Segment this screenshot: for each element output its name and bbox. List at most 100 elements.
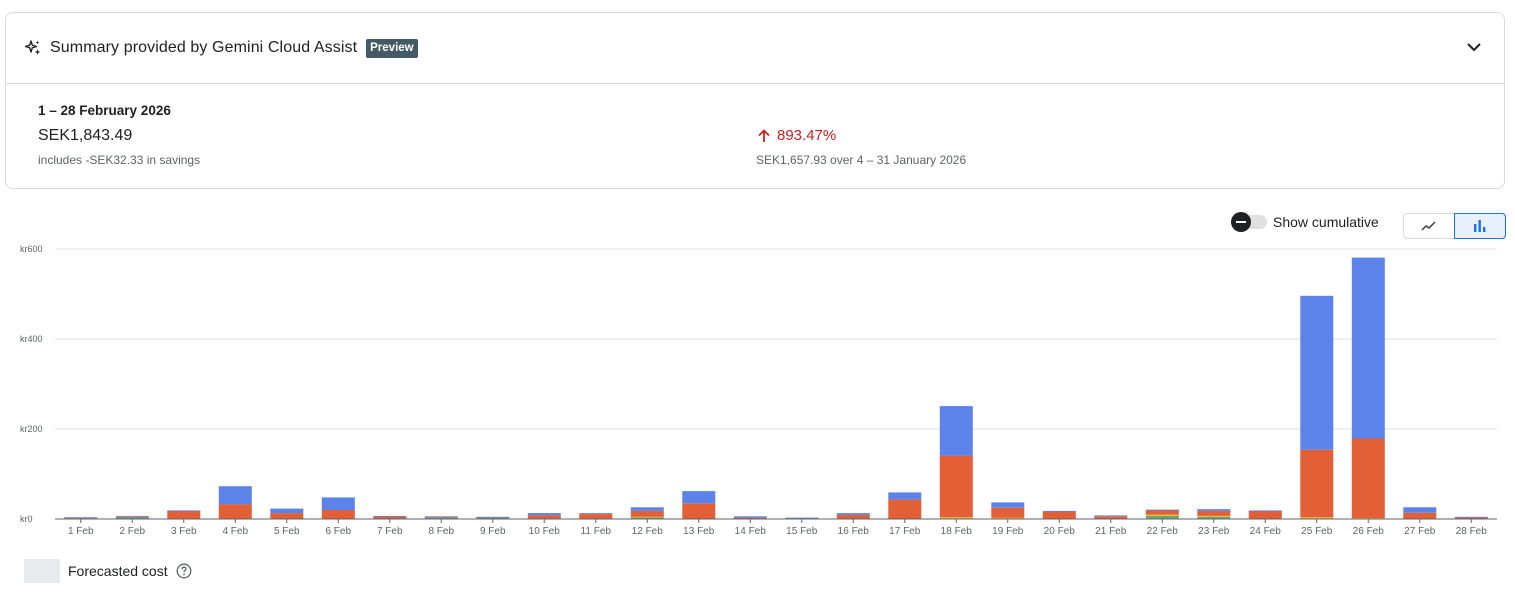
x-tick-label: 10 Feb xyxy=(529,526,561,537)
x-tick-label: 25 Feb xyxy=(1301,526,1333,537)
bar-segment[interactable] xyxy=(1454,516,1488,518)
bar-segment[interactable] xyxy=(424,517,458,519)
bar-segment[interactable] xyxy=(270,513,304,519)
bar-segment[interactable] xyxy=(476,516,510,518)
bar-segment[interactable] xyxy=(682,503,716,519)
bar-segment[interactable] xyxy=(682,491,716,504)
bar-segment[interactable] xyxy=(579,513,613,514)
x-tick-label: 8 Feb xyxy=(428,526,454,537)
bar-segment[interactable] xyxy=(1197,515,1231,517)
x-tick-label: 20 Feb xyxy=(1044,526,1076,537)
x-tick-label: 5 Feb xyxy=(274,526,300,537)
y-tick-label: kr400 xyxy=(20,334,43,344)
arrow-up-icon xyxy=(756,128,772,144)
bar-segment[interactable] xyxy=(115,516,149,518)
line-view-button[interactable] xyxy=(1404,214,1454,238)
bar-segment[interactable] xyxy=(1351,257,1385,439)
bar-segment[interactable] xyxy=(424,516,458,518)
toggle-track[interactable] xyxy=(1231,212,1267,232)
cumulative-toggle[interactable]: Show cumulative xyxy=(1231,212,1379,232)
bar-segment[interactable] xyxy=(1042,510,1076,512)
bar-segment[interactable] xyxy=(115,517,149,519)
bar-segment[interactable] xyxy=(218,486,252,505)
x-tick-label: 28 Feb xyxy=(1456,526,1488,537)
y-tick-label: kr200 xyxy=(20,424,43,434)
bar-segment[interactable] xyxy=(836,514,870,519)
forecast-label: Forecasted cost xyxy=(68,563,168,579)
x-tick-label: 14 Feb xyxy=(735,526,767,537)
bar-segment[interactable] xyxy=(785,517,819,519)
bar-segment[interactable] xyxy=(888,492,922,500)
bar-segment[interactable] xyxy=(579,514,613,519)
bar-segment[interactable] xyxy=(1300,295,1334,450)
bar-segment[interactable] xyxy=(1248,510,1282,512)
x-tick-label: 9 Feb xyxy=(480,526,506,537)
bar-segment[interactable] xyxy=(991,507,1025,518)
bar-segment[interactable] xyxy=(1197,516,1231,520)
bar-segment[interactable] xyxy=(1197,510,1231,516)
x-tick-label: 17 Feb xyxy=(889,526,921,537)
period-label: 1 – 28 February 2026 xyxy=(38,103,171,118)
bar-segment[interactable] xyxy=(527,515,561,519)
bar-segment[interactable] xyxy=(1094,516,1128,519)
x-tick-label: 12 Feb xyxy=(632,526,664,537)
bar-segment[interactable] xyxy=(218,504,252,519)
bar-segment[interactable] xyxy=(1454,517,1488,519)
y-tick-label: kr0 xyxy=(20,514,33,524)
bar-segment[interactable] xyxy=(476,517,510,519)
x-tick-label: 7 Feb xyxy=(377,526,403,537)
bar-segment[interactable] xyxy=(630,507,664,511)
bar-segment[interactable] xyxy=(115,515,149,517)
cost-chart: kr0 kr200 kr400 kr600 1 Feb 2 Feb 3 Feb 4 Feb 5 … xyxy=(20,244,1497,537)
bar-segment[interactable] xyxy=(167,510,201,512)
bar-segment[interactable] xyxy=(1042,511,1076,519)
bar-segment[interactable] xyxy=(527,513,561,516)
bar-segment[interactable] xyxy=(1094,515,1128,517)
bar-segment[interactable] xyxy=(888,499,922,519)
bar-segment[interactable] xyxy=(991,502,1025,508)
collapse-button[interactable] xyxy=(1462,35,1486,59)
savings-note: includes -SEK32.33 in savings xyxy=(38,153,201,167)
bar-segment[interactable] xyxy=(321,497,355,510)
chart-view-switch xyxy=(1403,213,1506,239)
bar-segment[interactable] xyxy=(321,510,355,519)
bar-segment[interactable] xyxy=(64,517,98,519)
x-tick-label: 26 Feb xyxy=(1353,526,1385,537)
bar-segment[interactable] xyxy=(373,516,407,519)
bar-segment[interactable] xyxy=(939,406,973,456)
bar-segment[interactable] xyxy=(373,515,407,517)
bar-segment[interactable] xyxy=(991,517,1025,519)
bar-segment[interactable] xyxy=(836,513,870,515)
bar-segment[interactable] xyxy=(1351,438,1385,519)
x-tick-label: 21 Feb xyxy=(1095,526,1127,537)
bar-view-button[interactable] xyxy=(1454,214,1505,238)
change-percent: 893.47% xyxy=(777,127,837,144)
bar-segment[interactable] xyxy=(1197,509,1231,511)
bar-segment[interactable] xyxy=(424,516,458,518)
bar-segment[interactable] xyxy=(733,516,767,518)
bar-segment[interactable] xyxy=(1145,509,1179,511)
bar-segment[interactable] xyxy=(1145,510,1179,515)
bar-segment[interactable] xyxy=(1145,514,1179,516)
bar-segment[interactable] xyxy=(1300,449,1334,518)
bar-segment[interactable] xyxy=(630,516,664,518)
help-icon[interactable] xyxy=(176,563,192,579)
bar-segment[interactable] xyxy=(1248,510,1282,519)
summary-header[interactable]: Summary provided by Gemini Cloud Assist … xyxy=(6,13,1504,84)
x-tick-label: 15 Feb xyxy=(786,526,818,537)
summary-card: Summary provided by Gemini Cloud Assist … xyxy=(5,12,1505,189)
bar-segment[interactable] xyxy=(167,510,201,519)
bar-segment[interactable] xyxy=(476,517,510,518)
bar-segment[interactable] xyxy=(1403,507,1437,513)
x-tick-label: 6 Feb xyxy=(325,526,351,537)
bar-segment[interactable] xyxy=(939,517,973,519)
bar-segment[interactable] xyxy=(1145,515,1179,519)
bar-segment[interactable] xyxy=(630,510,664,517)
bar-segment[interactable] xyxy=(939,455,973,518)
bar-segment[interactable] xyxy=(630,517,664,519)
bar-segment[interactable] xyxy=(270,508,304,514)
bar-segment[interactable] xyxy=(733,517,767,519)
bar-segment[interactable] xyxy=(1403,512,1437,519)
bar-segment[interactable] xyxy=(1300,517,1334,519)
toggle-knob[interactable] xyxy=(1231,212,1251,232)
